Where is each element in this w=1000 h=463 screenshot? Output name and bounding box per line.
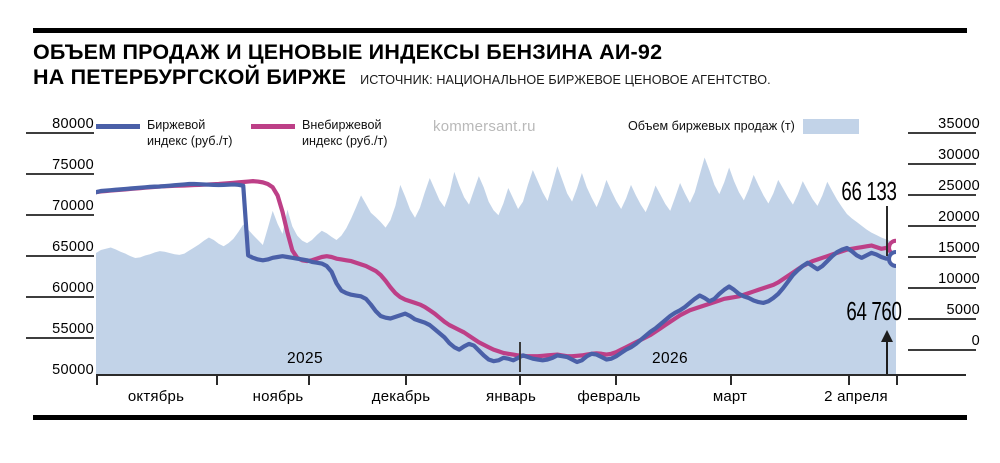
y-axis-right-tick-label: 30000	[938, 147, 980, 163]
bottom-rule	[33, 415, 967, 420]
y-axis-right-tick-rule	[908, 318, 976, 320]
y-axis-right: 35000 30000 25000 20000 15000 10000 5000	[908, 116, 980, 372]
y-axis-left-tick-label: 80000	[52, 116, 94, 132]
y-axis-right-tick-rule	[908, 225, 976, 227]
y-axis-left-tick-rule	[26, 214, 94, 216]
legend-item-exchange-index: Биржевой индекс (руб./т)	[96, 118, 232, 149]
y-axis-left-tick-rule	[26, 132, 94, 134]
legend-label-otc-index: Внебиржевой индекс (руб./т)	[302, 118, 388, 148]
y-axis-left-tick-label: 65000	[52, 239, 94, 255]
volume-area-series	[96, 157, 896, 375]
legend-label-volume: Объем биржевых продаж (т)	[628, 119, 795, 133]
exchange-index-endpoint-marker	[887, 249, 896, 268]
x-axis-tick	[405, 374, 407, 385]
arrow-up-icon	[880, 330, 894, 376]
x-axis-tick	[216, 374, 218, 385]
year-label-2025: 2025	[287, 350, 324, 367]
y-axis-left-tick-label: 70000	[52, 198, 94, 214]
annotation-exchange-value: 64 760	[846, 296, 902, 326]
legend-item-otc-index: Внебиржевой индекс (руб./т)	[251, 118, 387, 149]
y-axis-left-tick-rule	[26, 255, 94, 257]
legend-swatch-exchange-line	[96, 124, 140, 129]
exchange-index-line-series	[96, 181, 896, 365]
y-axis-left-tick-rule	[26, 337, 94, 339]
x-axis-label-february: февраль	[577, 388, 641, 405]
x-axis-tick	[308, 374, 310, 385]
legend-label-exchange-index: Биржевой индекс (руб./т)	[147, 118, 233, 148]
x-axis-tick	[615, 374, 617, 385]
x-axis-tick	[848, 374, 850, 385]
legend-item-volume: Объем биржевых продаж (т)	[628, 119, 859, 135]
x-axis-label-november: ноябрь	[252, 388, 304, 405]
page-title-line-2: НА ПЕТЕРБУРГСКОЙ БИРЖЕ	[33, 65, 347, 89]
y-axis-left-tick-label: 60000	[52, 280, 94, 296]
chart-svg	[96, 157, 896, 375]
y-axis-right-tick-rule	[908, 287, 976, 289]
y-axis-right-tick-rule	[908, 194, 976, 196]
y-axis-left-tick-label: 50000	[52, 362, 94, 378]
y-axis-left-tick-rule	[26, 173, 94, 175]
y-axis-right-tick-label: 25000	[938, 178, 980, 194]
headline-row-2: НА ПЕТЕРБУРГСКОЙ БИРЖЕ ИСТОЧНИК: НАЦИОНА…	[33, 65, 933, 90]
year-divider-tick	[519, 342, 521, 372]
legend-swatch-otc-line	[251, 124, 295, 129]
headline-block: ОБЪЕМ ПРОДАЖ И ЦЕНОВЫЕ ИНДЕКСЫ БЕНЗИНА А…	[33, 40, 933, 90]
y-axis-right-tick-label: 35000	[938, 116, 980, 132]
y-axis-right-tick-rule	[908, 132, 976, 134]
y-axis-right-tick-rule	[908, 256, 976, 258]
x-axis-tick	[519, 374, 521, 385]
x-axis-line	[96, 374, 966, 376]
y-axis-right-tick-rule	[908, 163, 976, 165]
x-axis: октябрь ноябрь декабрь январь февраль ма…	[96, 374, 966, 412]
x-axis-tick	[730, 374, 732, 385]
year-label-2026: 2026	[652, 350, 689, 367]
x-axis-label-december: декабрь	[371, 388, 431, 405]
arrow-up-shaft	[886, 340, 888, 376]
chart-plot-area	[96, 120, 896, 375]
y-axis-left-tick-label: 55000	[52, 321, 94, 337]
y-axis-right-tick-rule	[908, 349, 976, 351]
x-axis-label-april: 2 апреля	[824, 388, 888, 405]
x-axis-label-march: март	[712, 388, 748, 405]
legend: Биржевой индекс (руб./т) Внебиржевой инд…	[96, 118, 956, 154]
y-axis-left-tick-label: 75000	[52, 157, 94, 173]
x-axis-tick	[96, 374, 98, 385]
y-axis-right-tick-label: 20000	[938, 209, 980, 225]
x-axis-label-october: октябрь	[127, 388, 185, 405]
y-axis-right-tick-label: 5000	[946, 302, 980, 318]
top-rule	[33, 28, 967, 33]
x-axis-label-january: январь	[486, 388, 536, 405]
y-axis-right-tick-label: 10000	[938, 271, 980, 287]
annotation-pointer-line	[886, 206, 888, 256]
y-axis-right-tick-label: 0	[971, 333, 980, 349]
annotation-otc-value: 66 133	[841, 176, 897, 206]
y-axis-left-tick-rule	[26, 296, 94, 298]
source-note: ИСТОЧНИК: НАЦИОНАЛЬНОЕ БИРЖЕВОЕ ЦЕНОВОЕ …	[360, 73, 771, 87]
arrow-up-head	[881, 330, 893, 342]
y-axis-left: 80000 75000 70000 65000 60000 55000 5000…	[22, 116, 94, 378]
y-axis-right-tick-label: 15000	[938, 240, 980, 256]
page-title-line-1: ОБЪЕМ ПРОДАЖ И ЦЕНОВЫЕ ИНДЕКСЫ БЕНЗИНА А…	[33, 40, 663, 64]
legend-swatch-volume-area	[802, 119, 859, 135]
watermark: kommersant.ru	[433, 118, 536, 135]
x-axis-tick	[896, 374, 898, 385]
